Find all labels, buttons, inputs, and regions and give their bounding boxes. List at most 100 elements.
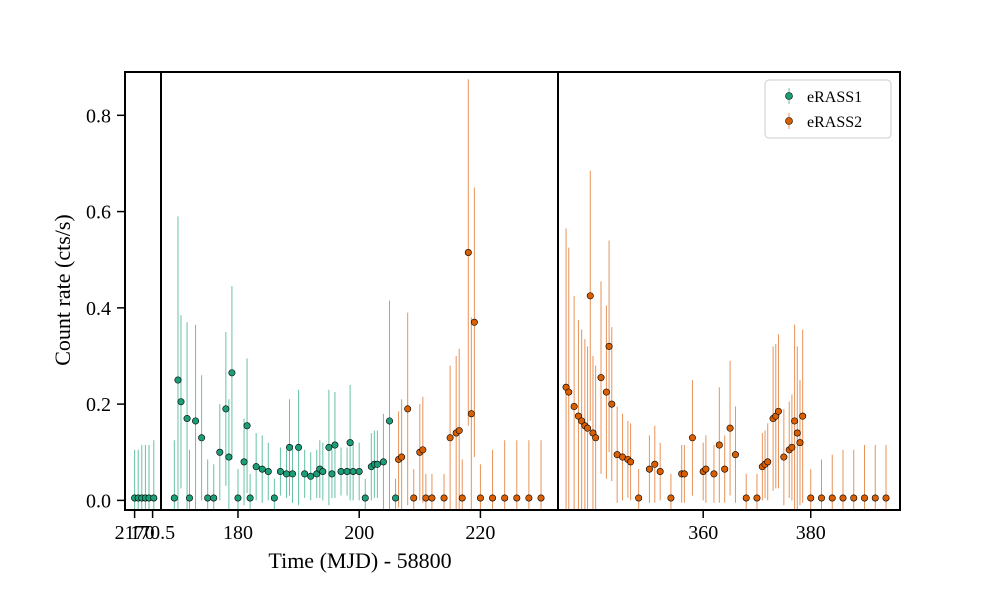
point-eRASS2-8	[440, 494, 448, 502]
point-eRASS2-31	[592, 434, 600, 442]
point-eRASS2-1	[398, 453, 406, 461]
point-eRASS2-75	[861, 494, 869, 502]
point-eRASS2-5	[419, 446, 427, 454]
point-eRASS1-8	[177, 398, 185, 406]
y-axis-label: Count rate (cts/s)	[50, 214, 75, 366]
point-eRASS2-39	[627, 458, 635, 466]
point-eRASS2-55	[742, 494, 750, 502]
point-eRASS1-21	[243, 422, 251, 430]
point-eRASS2-2	[404, 405, 412, 413]
legend-eRASS1-marker	[785, 92, 793, 100]
point-eRASS2-67	[793, 429, 801, 437]
point-eRASS2-15	[470, 318, 478, 326]
point-eRASS2-42	[651, 460, 659, 468]
point-eRASS2-44	[667, 494, 675, 502]
error-bars	[134, 79, 887, 510]
point-eRASS1-9	[183, 415, 191, 423]
legend-eRASS2-marker	[785, 117, 793, 125]
point-eRASS1-38	[328, 470, 336, 478]
point-eRASS2-46	[680, 470, 688, 478]
point-eRASS2-52	[721, 465, 729, 473]
y-tick-label-4: 0.8	[86, 105, 111, 127]
point-eRASS1-11	[192, 417, 200, 425]
point-eRASS1-13	[204, 494, 212, 502]
point-eRASS1-6	[170, 494, 178, 502]
point-eRASS2-29	[586, 292, 594, 300]
point-eRASS1-30	[289, 470, 297, 478]
point-eRASS2-76	[871, 494, 879, 502]
point-eRASS2-73	[839, 494, 847, 502]
point-eRASS2-65	[788, 443, 796, 451]
data-points	[131, 248, 890, 502]
point-eRASS2-20	[525, 494, 533, 502]
point-eRASS2-24	[570, 403, 578, 411]
point-eRASS2-43	[656, 467, 664, 475]
panel-frame-2	[557, 71, 901, 511]
point-eRASS1-48	[373, 460, 381, 468]
point-eRASS2-34	[605, 342, 613, 350]
point-eRASS1-42	[346, 439, 354, 447]
point-eRASS1-14	[210, 494, 218, 502]
point-eRASS1-17	[225, 453, 233, 461]
point-eRASS2-23	[565, 388, 573, 396]
point-eRASS1-32	[301, 470, 309, 478]
point-eRASS1-12	[198, 434, 206, 442]
point-eRASS1-51	[392, 494, 400, 502]
point-eRASS2-12	[458, 494, 466, 502]
point-eRASS1-29	[285, 443, 293, 451]
point-eRASS1-50	[386, 417, 394, 425]
x-tick-label-2-0: 360	[688, 522, 718, 544]
point-eRASS1-24	[258, 465, 266, 473]
point-eRASS1-49	[379, 458, 387, 466]
point-eRASS1-22	[246, 494, 254, 502]
point-eRASS1-40	[337, 467, 345, 475]
point-eRASS1-19	[234, 494, 242, 502]
point-eRASS2-40	[635, 494, 643, 502]
point-eRASS2-3	[410, 494, 418, 502]
point-eRASS1-36	[319, 467, 327, 475]
point-eRASS2-7	[428, 494, 436, 502]
point-eRASS2-25	[574, 412, 582, 420]
point-eRASS2-53	[726, 424, 734, 432]
point-eRASS1-20	[240, 458, 248, 466]
point-eRASS1-15	[216, 448, 224, 456]
point-eRASS2-72	[828, 494, 836, 502]
legend-eRASS2-label: eRASS2	[807, 114, 862, 131]
point-eRASS2-62	[774, 407, 782, 415]
y-tick-label-1: 0.2	[86, 394, 111, 416]
y-tick-label-3: 0.6	[86, 202, 111, 224]
point-eRASS2-14	[467, 410, 475, 418]
point-eRASS2-28	[584, 424, 592, 432]
point-eRASS2-68	[796, 439, 804, 447]
x-axis-label: Time (MJD) - 58800	[268, 548, 451, 573]
point-eRASS1-41	[343, 467, 351, 475]
point-eRASS2-18	[501, 494, 509, 502]
point-eRASS1-23	[252, 463, 260, 471]
point-eRASS2-16	[476, 494, 484, 502]
point-eRASS2-41	[645, 465, 653, 473]
point-eRASS1-5	[150, 494, 158, 502]
point-eRASS1-37	[325, 443, 333, 451]
point-eRASS1-28	[282, 470, 290, 478]
point-eRASS2-13	[464, 248, 472, 256]
point-eRASS2-9	[446, 434, 454, 442]
point-eRASS2-77	[882, 494, 890, 502]
x-tick-label-0-0: 2170	[115, 522, 155, 544]
y-tick-label-2: 0.4	[86, 298, 111, 320]
point-eRASS2-50	[710, 470, 718, 478]
point-eRASS2-33	[602, 388, 610, 396]
point-eRASS2-26	[578, 417, 586, 425]
point-eRASS2-54	[731, 451, 739, 459]
legend-eRASS1-label: eRASS1	[807, 89, 862, 106]
x-tick-label-2-1: 380	[796, 522, 826, 544]
point-eRASS2-32	[597, 374, 605, 382]
point-eRASS2-21	[537, 494, 545, 502]
point-eRASS1-16	[222, 405, 230, 413]
point-eRASS2-66	[791, 417, 799, 425]
point-eRASS2-35	[608, 400, 616, 408]
panel-frame-0	[124, 71, 162, 511]
point-eRASS2-59	[764, 458, 772, 466]
